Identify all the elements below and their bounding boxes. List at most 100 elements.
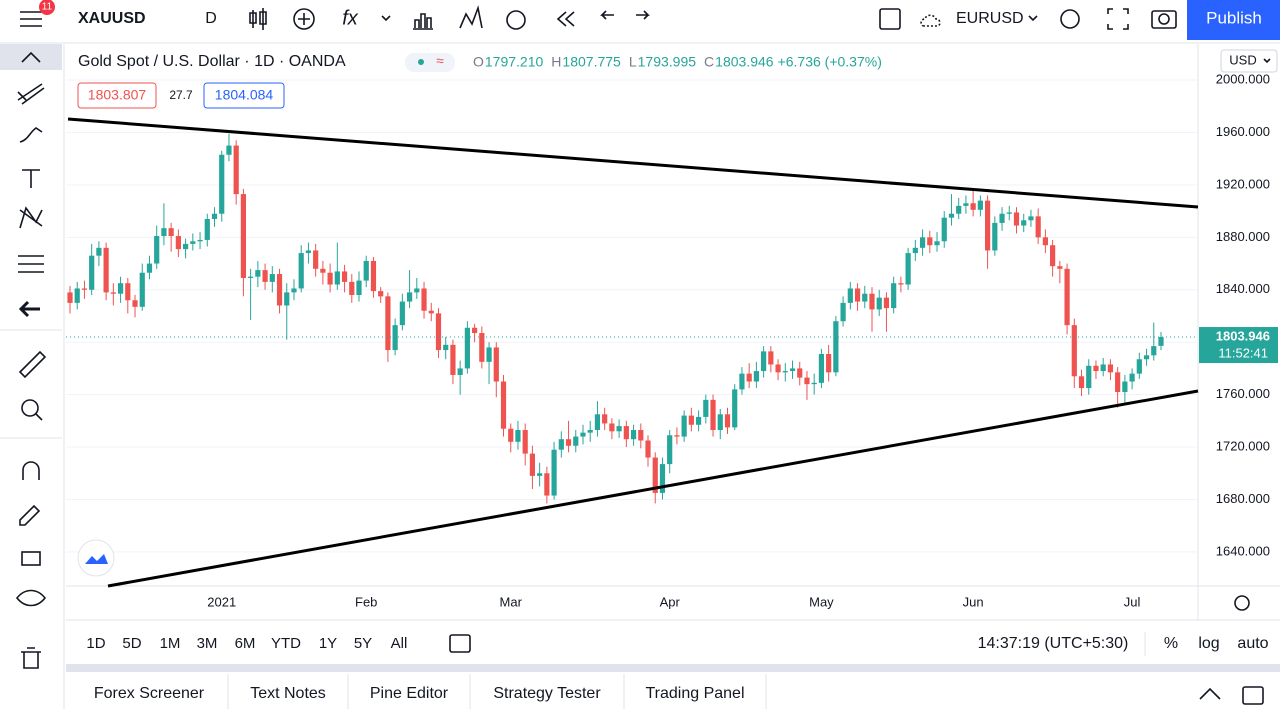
fib-tool[interactable]: [18, 255, 44, 273]
alert-icon[interactable]: [506, 10, 526, 30]
tab[interactable]: Strategy Tester: [493, 685, 601, 702]
trend-line-upper[interactable]: [67, 117, 1199, 209]
candle-body: [219, 154, 225, 214]
bid-box[interactable]: [77, 82, 157, 109]
tab[interactable]: Pine Editor: [370, 685, 449, 702]
candle-body: [96, 247, 102, 256]
square-icon[interactable]: [879, 8, 901, 30]
candle-body: [963, 203, 969, 206]
collapse-icon[interactable]: [1199, 687, 1221, 700]
symbol[interactable]: XAUUSD: [78, 10, 146, 27]
tab[interactable]: Text Notes: [250, 685, 326, 702]
settings-icon[interactable]: [1060, 9, 1080, 29]
text-tool[interactable]: [22, 169, 40, 188]
status-icon: ≈: [436, 53, 444, 69]
ask-box[interactable]: [203, 82, 285, 109]
candle-body: [1143, 355, 1150, 360]
tab[interactable]: Forex Screener: [94, 685, 205, 702]
fullscreen-icon[interactable]: [1107, 8, 1129, 30]
candle-body: [1064, 268, 1070, 326]
candle-body: [472, 327, 478, 334]
range-button[interactable]: 1Y: [319, 635, 337, 652]
publish-button[interactable]: [1187, 0, 1280, 40]
candle-body: [602, 414, 608, 424]
candle-body: [623, 426, 629, 440]
undo-icon[interactable]: [600, 10, 614, 20]
candle-body: [616, 426, 622, 432]
interval[interactable]: D: [205, 10, 217, 27]
scale-option[interactable]: %: [1164, 635, 1178, 652]
range-button[interactable]: 1D: [86, 635, 105, 652]
axis-settings-icon[interactable]: [1234, 595, 1250, 611]
plus: [298, 13, 310, 25]
candle-body: [428, 310, 434, 314]
menu-button[interactable]: 11: [20, 0, 55, 27]
candle-body: [695, 416, 702, 425]
countdown: 11:52:41: [1218, 345, 1268, 360]
candle-body: [392, 325, 398, 351]
camera-icon[interactable]: [1151, 10, 1177, 29]
trend-tool[interactable]: [17, 83, 45, 105]
bottom-tabs: Forex Screener Text Notes Pine Editor Strat…: [94, 674, 767, 709]
lock-drawing-tool[interactable]: [19, 504, 41, 526]
replay-icon[interactable]: [556, 11, 575, 27]
candle-body: [558, 439, 564, 450]
lock-tool[interactable]: [21, 551, 41, 566]
x-tick-label: Jul: [1124, 594, 1141, 609]
indicator-add-icon[interactable]: [293, 8, 315, 30]
candles-icon[interactable]: [249, 8, 267, 30]
maximize-icon[interactable]: [1242, 686, 1264, 705]
candle-body: [1050, 245, 1056, 267]
delete-tool[interactable]: [21, 647, 41, 669]
date-range-icon[interactable]: [449, 634, 471, 653]
x-tick-label: Jun: [963, 594, 984, 609]
range-button[interactable]: 1M: [160, 635, 181, 652]
back-icon[interactable]: [18, 300, 40, 318]
tab[interactable]: Trading Panel: [645, 685, 744, 702]
brush-tool[interactable]: [19, 127, 43, 143]
range-button[interactable]: All: [391, 635, 408, 652]
scale-option[interactable]: log: [1198, 635, 1219, 652]
range-button[interactable]: 3M: [197, 635, 218, 652]
ohlc-key: O: [473, 54, 484, 70]
candle-body: [421, 288, 427, 311]
lens: [1158, 13, 1170, 25]
plot: 2021 Feb Mar Apr May Jun Jul: [66, 79, 1198, 609]
ohlc-key: H: [551, 54, 561, 70]
pattern-tool[interactable]: [19, 206, 43, 229]
candle-body: [826, 353, 832, 373]
magnet-tool[interactable]: [22, 461, 40, 480]
candle-body: [1107, 364, 1114, 373]
logo-badge[interactable]: [77, 539, 115, 577]
candle-body: [508, 428, 514, 442]
cursor-active[interactable]: [0, 44, 62, 70]
range-button[interactable]: 6M: [235, 635, 256, 652]
zoom-tool[interactable]: [21, 399, 39, 417]
candle-body: [1122, 381, 1128, 393]
layout-icon[interactable]: [413, 13, 433, 30]
candle-body: [645, 440, 651, 458]
candle-body: [269, 274, 275, 282]
candle-body: [125, 283, 131, 301]
ask-price: 1804.084: [215, 87, 274, 103]
ruler-tool[interactable]: [18, 350, 47, 379]
visibility-tool[interactable]: [15, 589, 47, 607]
bid-price: 1803.807: [88, 87, 147, 103]
compare-symbol[interactable]: EURUSD: [956, 10, 1024, 27]
candle-body: [753, 371, 759, 382]
range-button[interactable]: YTD: [271, 635, 301, 652]
candle-body: [1086, 365, 1092, 389]
candle-body: [912, 247, 918, 254]
fx-icon[interactable]: fx: [342, 7, 359, 29]
range-button[interactable]: 5Y: [354, 635, 372, 652]
range-button[interactable]: 5D: [122, 635, 141, 652]
scale-option[interactable]: auto: [1237, 635, 1268, 652]
compare-icon[interactable]: [459, 5, 483, 29]
trend-line-lower[interactable]: [107, 389, 1199, 588]
candle-body: [313, 250, 319, 269]
currency-button[interactable]: [1220, 49, 1278, 73]
scale-options: % log auto: [1164, 635, 1269, 652]
redo-icon[interactable]: [636, 10, 650, 20]
candle-body: [984, 200, 991, 251]
